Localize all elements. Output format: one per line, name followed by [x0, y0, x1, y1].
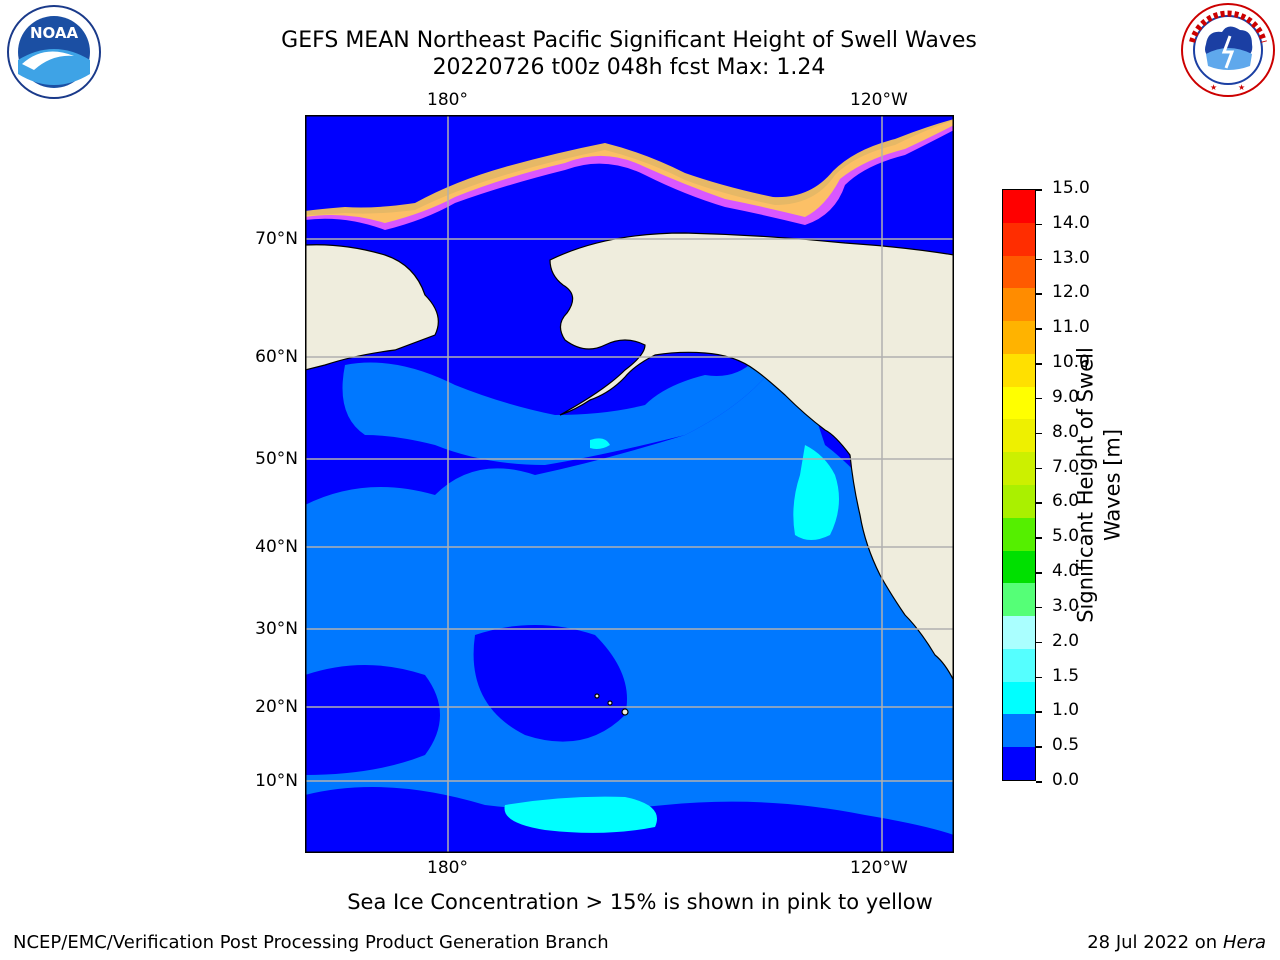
- colorbar-tick-mark: [1036, 432, 1042, 435]
- lat-label-10n: 10°N: [255, 771, 298, 791]
- lat-label-40n: 40°N: [255, 537, 298, 557]
- lat-label-30n: 30°N: [255, 619, 298, 639]
- colorbar-segment: [1003, 648, 1035, 682]
- colorbar-tick-mark: [1036, 676, 1042, 679]
- colorbar-tick-mark: [1036, 223, 1042, 226]
- lat-label-20n: 20°N: [255, 697, 298, 717]
- colorbar-segment: [1003, 484, 1035, 518]
- colorbar-tick-mark: [1036, 189, 1042, 191]
- colorbar: [1002, 189, 1036, 781]
- map-border: [305, 115, 954, 853]
- noaa-logo: NOAA: [4, 4, 104, 100]
- colorbar-tick-label: 5.0: [1052, 526, 1080, 547]
- hawaii-island-2: [607, 700, 613, 706]
- colorbar-tick-mark: [1036, 397, 1042, 400]
- lon-label-top-180: 180°: [427, 90, 468, 110]
- lon-label-bottom-120w: 120°W: [850, 858, 908, 878]
- colorbar-segment: [1003, 419, 1035, 453]
- colorbar-segment: [1003, 583, 1035, 617]
- colorbar-tick-mark: [1036, 293, 1042, 295]
- colorbar-segment: [1003, 747, 1035, 780]
- lat-label-50n: 50°N: [255, 449, 298, 469]
- noaa-logo-text: NOAA: [30, 24, 79, 42]
- lat-label-70n: 70°N: [255, 229, 298, 249]
- map-panel: [305, 115, 954, 853]
- svg-text:★: ★: [1238, 83, 1245, 92]
- chart-title-line1: GEFS MEAN Northeast Pacific Significant …: [281, 28, 977, 53]
- land-north-america: [549, 232, 954, 682]
- arctic-ocean: [305, 145, 954, 265]
- colorbar-segment: [1003, 222, 1035, 256]
- colorbar-segment: [1003, 288, 1035, 322]
- ocean-1.0-1.5-small: [590, 438, 610, 449]
- colorbar-segment: [1003, 517, 1035, 551]
- ocean-0-0.5-patch-west: [305, 665, 440, 775]
- colorbar-tick-label: 1.0: [1052, 700, 1080, 721]
- colorbar-tick-label: 0.5: [1052, 735, 1080, 756]
- colorbar-tick-label: 4.0: [1052, 561, 1080, 582]
- colorbar-tick-label: 6.0: [1052, 491, 1080, 512]
- colorbar-title-line2: Waves [m]: [1101, 428, 1125, 542]
- lon-label-top-120w: 120°W: [850, 90, 908, 110]
- colorbar-tick-label: 14.0: [1052, 212, 1090, 233]
- nws-logo: ★ ★: [1180, 2, 1276, 98]
- colorbar-tick-mark: [1036, 572, 1042, 574]
- hawaii-island-1: [594, 693, 600, 699]
- colorbar-tick-label: 11.0: [1052, 317, 1090, 338]
- footer-left: NCEP/EMC/Verification Post Processing Pr…: [13, 932, 609, 953]
- colorbar-tick-label: 9.0: [1052, 386, 1080, 407]
- footer-date: 28 Jul 2022 on: [1087, 932, 1223, 953]
- colorbar-segment: [1003, 616, 1035, 649]
- colorbar-segment: [1003, 714, 1035, 748]
- colorbar-tick-label: 13.0: [1052, 247, 1090, 268]
- colorbar-tick-mark: [1036, 258, 1042, 261]
- footer-right: 28 Jul 2022 on Hera: [1087, 932, 1266, 953]
- lon-label-bottom-180: 180°: [427, 858, 468, 878]
- colorbar-tick-mark: [1036, 537, 1042, 539]
- colorbar-segment: [1003, 353, 1035, 387]
- colorbar-tick-mark: [1036, 641, 1042, 644]
- colorbar-tick-mark: [1036, 363, 1042, 365]
- colorbar-tick-mark: [1036, 711, 1042, 713]
- colorbar-segment: [1003, 386, 1035, 420]
- colorbar-tick-label: 7.0: [1052, 456, 1080, 477]
- colorbar-tick-label: 0.0: [1052, 770, 1080, 790]
- colorbar-tick-label: 10.0: [1052, 352, 1090, 373]
- lat-label-60n: 60°N: [255, 347, 298, 367]
- colorbar-segment: [1003, 321, 1035, 354]
- colorbar-tick-label: 8.0: [1052, 421, 1080, 442]
- chart-title-line2: 20220726 t00z 048h fcst Max: 1.24: [432, 55, 826, 80]
- colorbar-tick-mark: [1036, 467, 1042, 470]
- colorbar-segment: [1003, 189, 1035, 223]
- colorbar-stack: [1003, 189, 1035, 780]
- colorbar-segment: [1003, 452, 1035, 485]
- colorbar-title-line1: Significant Height of Swell: [1073, 347, 1098, 623]
- ocean-1.0-1.5-coast: [793, 445, 839, 540]
- graticule: [305, 115, 954, 853]
- ocean-0.5-1.0-north: [342, 360, 775, 465]
- colorbar-tick-label: 12.0: [1052, 282, 1090, 303]
- colorbar-segment: [1003, 550, 1035, 584]
- colorbar-tick-label: 1.5: [1052, 665, 1080, 686]
- map-canvas: [305, 115, 954, 853]
- ocean-1.0-1.5-south: [504, 796, 657, 833]
- colorbar-tick-label: 2.0: [1052, 630, 1080, 651]
- land-siberia: [305, 244, 439, 371]
- colorbar-segment: [1003, 255, 1035, 289]
- sea-ice-caption: Sea Ice Concentration > 15% is shown in …: [347, 890, 933, 914]
- colorbar-tick-mark: [1036, 502, 1042, 504]
- footer-host: Hera: [1222, 932, 1266, 953]
- ocean-0-0.5-patch-central: [473, 625, 627, 742]
- sea-ice-yellow: [305, 119, 954, 223]
- colorbar-tick-mark: [1036, 746, 1042, 748]
- hawaii-island-3: [621, 708, 629, 716]
- colorbar-tick-label: 15.0: [1052, 178, 1090, 198]
- colorbar-tick-mark: [1036, 781, 1042, 783]
- ocean-0.5-1.0: [305, 365, 954, 853]
- colorbar-tick-mark: [1036, 328, 1042, 330]
- colorbar-tick-mark: [1036, 606, 1042, 609]
- colorbar-segment: [1003, 681, 1035, 715]
- svg-text:★: ★: [1210, 83, 1217, 92]
- colorbar-tick-label: 3.0: [1052, 595, 1080, 616]
